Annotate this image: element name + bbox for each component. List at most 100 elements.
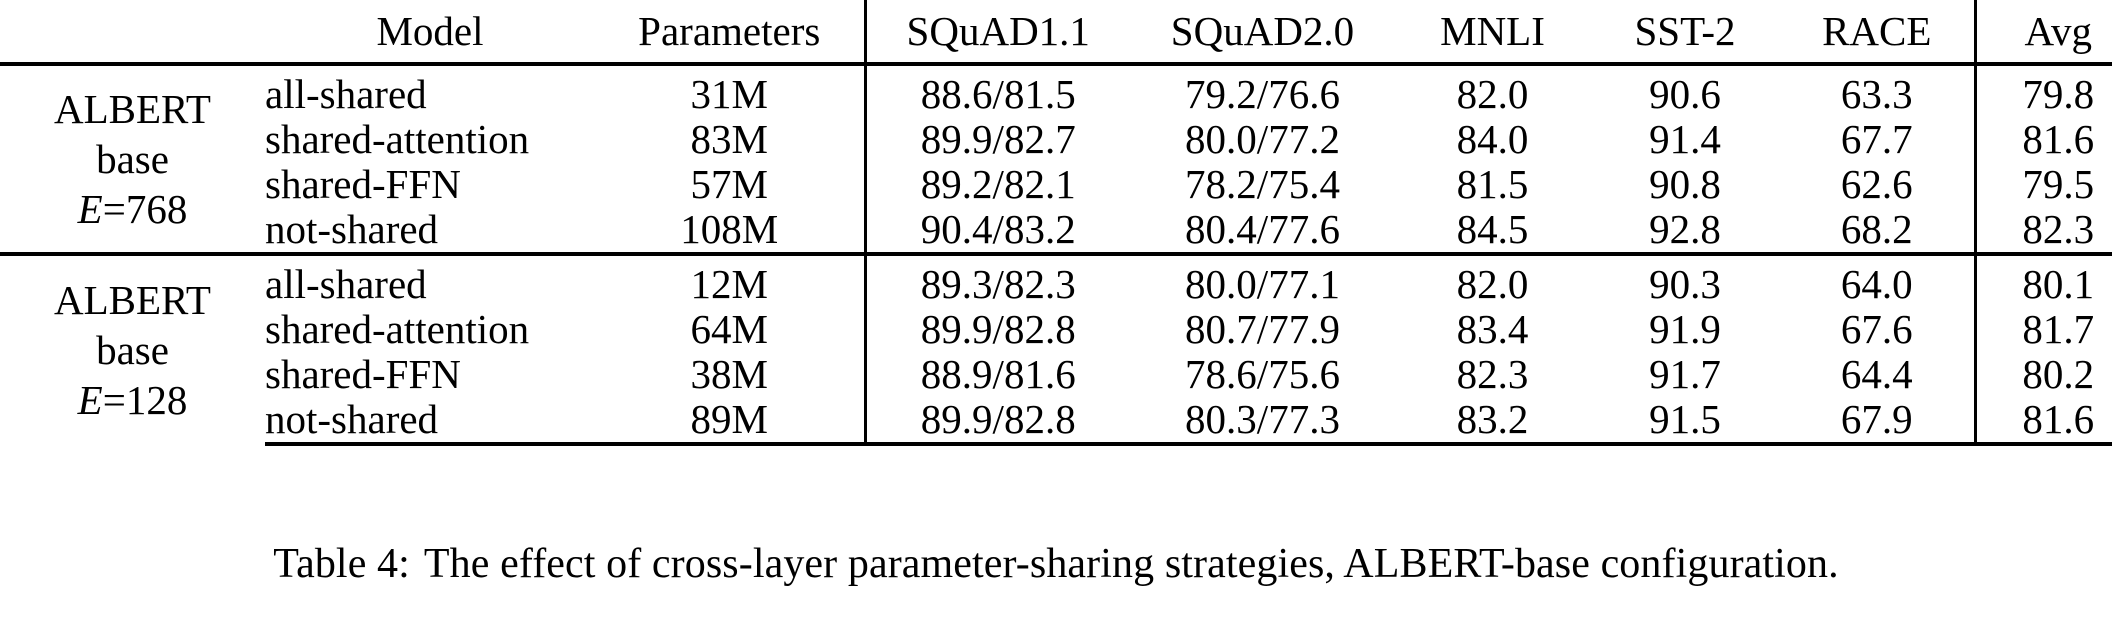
cell-model: not-shared [265,397,595,446]
cell-mnli: 81.5 [1456,161,1529,207]
embedding-size-variable: E [77,186,103,232]
cell-race: 64.0 [1780,252,1975,307]
table-row: not-shared 108M 90.4/83.2 80.4/77.6 84.5… [0,207,2112,254]
cell-parameters: 89M [595,397,865,446]
cell-squad1: 89.3/82.3 [863,252,1130,307]
cell-sst2: 90.8 [1649,161,1721,207]
table-row: not-shared 89M 89.9/82.8 80.3/77.3 83.2 … [0,397,2112,446]
cell-avg: 81.7 [1973,307,2112,352]
cell-avg: 80.1 [1973,252,2112,307]
cell-model: all-shared [265,252,595,307]
cell-squad2: 80.7/77.9 [1185,306,1340,352]
cell-squad1: 89.9/82.8 [863,397,1130,446]
cell-model: shared-FFN [265,161,461,207]
cell-avg: 81.6 [1973,117,2112,162]
cell-squad2: 79.2/76.6 [1130,62,1395,117]
row-group-label-line3: E=768 [0,184,265,234]
cell-sst2: 91.7 [1649,351,1721,397]
cell-avg: 81.6 [1973,397,2112,446]
cell-sst2: 91.5 [1590,397,1780,446]
cell-mnli: 83.4 [1456,306,1529,352]
table-row: shared-FFN 57M 89.2/82.1 78.2/75.4 81.5 … [0,162,2112,207]
cell-model: all-shared [265,62,595,117]
column-header-avg: Avg [1973,0,2112,64]
row-group-label-line3: E=128 [0,375,265,425]
cell-race: 68.2 [1840,206,1913,252]
row-group-label-e128: ALBERT base E=128 [0,252,265,444]
row-group-label-line1: ALBERT [54,276,211,323]
cell-avg: 80.2 [1973,352,2112,397]
table-caption-label: Table 4: [273,541,410,587]
cell-model: shared-FFN [265,351,461,397]
column-header-race: RACE [1822,7,1932,54]
cell-squad2: 78.2/75.4 [1185,161,1340,207]
cell-mnli: 82.3 [1456,351,1529,397]
cell-parameters: 108M [680,206,779,252]
cell-model: shared-attention [265,116,530,162]
cell-squad2: 80.0/77.1 [1130,252,1395,307]
embedding-size-value: =128 [102,377,188,423]
cell-race: 63.3 [1780,62,1975,117]
table-row: ALBERT base E=768 all-shared 31M 88.6/81… [0,62,2112,254]
cell-sst2: 91.4 [1649,116,1721,162]
column-header-sst2: SST-2 [1634,7,1736,54]
cell-squad1: 89.2/82.1 [863,162,1130,207]
table-body: ALBERT base E=768 all-shared 31M 88.6/81… [0,62,2112,446]
cell-parameters: 57M [690,161,768,207]
table-header-row: Model Parameters SQuAD1.1 SQuAD2.0 MNLI … [0,0,2112,64]
column-header-squad1: SQuAD1.1 [863,0,1130,64]
table-row: ALBERT base E=128 all-shared 12M 89.3/82… [0,252,2112,444]
column-header-group-spacer [0,0,265,64]
cell-mnli: 82.0 [1395,62,1590,117]
cell-avg: 79.8 [1973,62,2112,117]
cell-sst2: 90.6 [1590,62,1780,117]
cell-model: shared-attention [265,306,530,352]
row-group-label-line1: ALBERT [54,85,211,132]
results-table: Model Parameters SQuAD1.1 SQuAD2.0 MNLI … [0,0,2112,446]
cell-squad2: 78.6/75.6 [1185,351,1340,397]
cell-race: 67.6 [1840,306,1913,352]
table-caption: Table 4: The effect of cross-layer parame… [0,540,2112,588]
table-row: shared-attention 64M 89.9/82.8 80.7/77.9… [0,307,2112,352]
cell-squad1: 89.9/82.8 [863,307,1130,352]
embedding-size-value: =768 [102,186,188,232]
table-row: shared-attention 83M 89.9/82.7 80.0/77.2… [0,117,2112,162]
cell-avg: 79.5 [1973,162,2112,207]
column-header-parameters: Parameters [638,7,821,54]
cell-sst2: 92.8 [1649,206,1721,252]
cell-avg: 82.3 [1973,207,2112,254]
table-row: shared-FFN 38M 88.9/81.6 78.6/75.6 82.3 … [0,352,2112,397]
cell-race: 67.7 [1840,116,1913,162]
cell-race: 62.6 [1840,161,1913,207]
cell-race: 67.9 [1780,397,1975,446]
cell-squad2: 80.4/77.6 [1185,206,1340,252]
cell-squad1: 88.6/81.5 [863,62,1130,117]
table-header: Model Parameters SQuAD1.1 SQuAD2.0 MNLI … [0,0,2112,64]
cell-mnli: 84.5 [1456,206,1529,252]
cell-mnli: 82.0 [1395,252,1590,307]
cell-race: 64.4 [1840,351,1913,397]
cell-parameters: 31M [595,62,865,117]
cell-mnli: 83.2 [1395,397,1590,446]
cell-parameters: 12M [595,252,865,307]
column-header-mnli: MNLI [1440,7,1545,54]
row-group-label-line2: base [96,326,169,373]
row-group-label-line2: base [96,135,169,182]
table-caption-text: The effect of cross-layer parameter-shar… [423,541,1839,587]
cell-model: not-shared [265,206,439,252]
cell-parameters: 64M [690,306,768,352]
cell-squad2: 80.0/77.2 [1185,116,1340,162]
cell-squad1: 89.9/82.7 [863,117,1130,162]
cell-sst2: 90.3 [1590,252,1780,307]
cell-sst2: 91.9 [1649,306,1721,352]
results-table-container: Model Parameters SQuAD1.1 SQuAD2.0 MNLI … [0,0,2112,446]
column-header-model: Model [376,7,484,54]
embedding-size-variable: E [77,377,103,423]
cell-parameters: 83M [690,116,768,162]
row-group-label-e768: ALBERT base E=768 [0,62,265,254]
cell-squad2: 80.3/77.3 [1130,397,1395,446]
cell-parameters: 38M [690,351,768,397]
column-header-squad2: SQuAD2.0 [1170,7,1355,54]
cell-squad1: 88.9/81.6 [863,352,1130,397]
